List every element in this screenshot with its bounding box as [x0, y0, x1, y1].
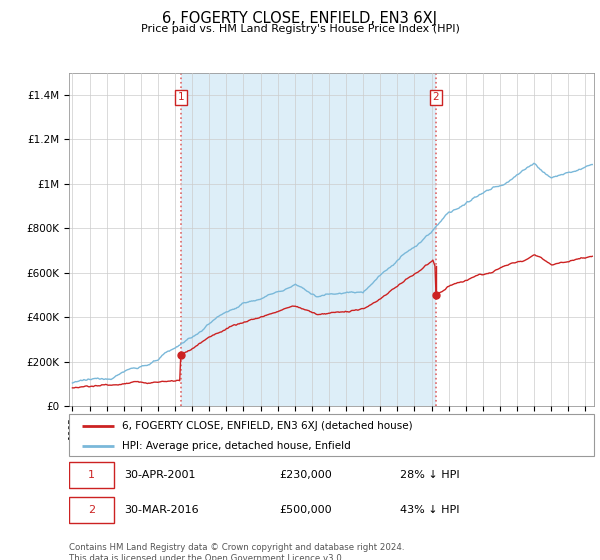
Text: 1: 1 [178, 92, 184, 102]
Text: Price paid vs. HM Land Registry's House Price Index (HPI): Price paid vs. HM Land Registry's House … [140, 24, 460, 34]
FancyBboxPatch shape [69, 414, 594, 456]
FancyBboxPatch shape [69, 461, 113, 488]
FancyBboxPatch shape [69, 497, 113, 522]
Text: 2: 2 [433, 92, 439, 102]
Text: 43% ↓ HPI: 43% ↓ HPI [400, 505, 459, 515]
Text: 30-MAR-2016: 30-MAR-2016 [124, 505, 199, 515]
Text: 6, FOGERTY CLOSE, ENFIELD, EN3 6XJ (detached house): 6, FOGERTY CLOSE, ENFIELD, EN3 6XJ (deta… [121, 421, 412, 431]
Text: HPI: Average price, detached house, Enfield: HPI: Average price, detached house, Enfi… [121, 441, 350, 451]
Text: £500,000: £500,000 [279, 505, 332, 515]
Text: 30-APR-2001: 30-APR-2001 [124, 470, 196, 479]
Text: 1: 1 [88, 470, 95, 479]
Text: £230,000: £230,000 [279, 470, 332, 479]
Text: 6, FOGERTY CLOSE, ENFIELD, EN3 6XJ: 6, FOGERTY CLOSE, ENFIELD, EN3 6XJ [163, 11, 437, 26]
Text: 28% ↓ HPI: 28% ↓ HPI [400, 470, 460, 479]
Text: 2: 2 [88, 505, 95, 515]
Text: Contains HM Land Registry data © Crown copyright and database right 2024.
This d: Contains HM Land Registry data © Crown c… [69, 543, 404, 560]
Bar [181, 73, 436, 406]
